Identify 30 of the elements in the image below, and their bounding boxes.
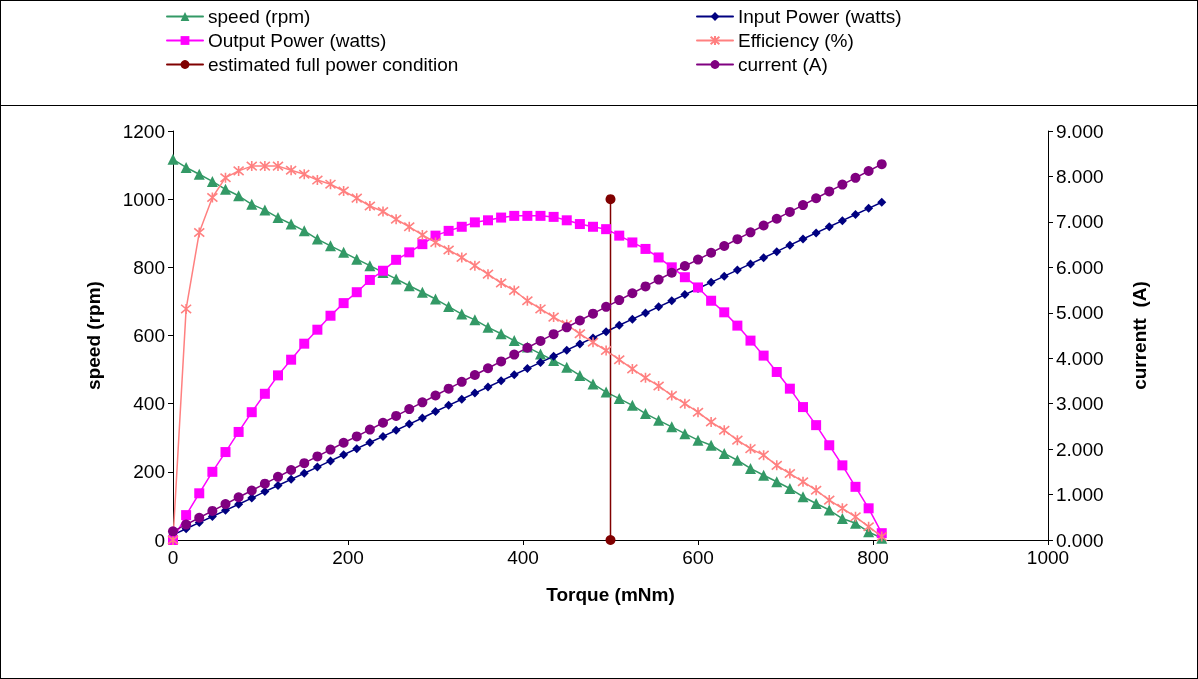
y2-tick-label: 1.000 [1056,484,1104,506]
y-tick-label: 1000 [122,188,165,210]
legend-label: estimated full power condition [208,54,459,75]
x-tick-label: 400 [507,547,539,568]
y2-tick-label: 6.000 [1056,256,1104,278]
x-tick-label: 600 [682,547,714,568]
y2-tick-label: 2.000 [1056,438,1104,460]
legend-label: Input Power (watts) [738,6,902,27]
y-tick-label: 400 [133,393,165,415]
y2-tick-label: 5.000 [1056,302,1104,324]
legend-label: Output Power (watts) [208,30,387,51]
y2-axis-title: currentt (A) [1129,281,1150,390]
y2-tick-label: 7.000 [1056,211,1104,233]
x-axis-title: Torque (mNm) [546,584,675,605]
y-tick-label: 1200 [122,120,165,142]
y-tick-label: 800 [133,256,165,278]
y-tick-label: 0 [154,529,165,551]
x-tick-label: 200 [332,547,364,568]
x-tick-label: 0 [167,547,179,568]
x-tick-label: 800 [857,547,889,568]
legend-label: Efficiency (%) [738,30,854,51]
legend-label: current (A) [738,54,828,75]
y-tick-label: 600 [133,325,165,346]
y-tick-label: 200 [133,461,165,483]
y2-tick-label: 4.000 [1056,347,1104,369]
y2-tick-label: 3.000 [1056,393,1104,415]
y2-tick-label: 9.000 [1056,120,1104,142]
legend-label: speed (rpm) [208,6,311,27]
y-axis-title: speed (rpm) [83,281,104,390]
y2-tick-label: 8.000 [1056,165,1104,187]
